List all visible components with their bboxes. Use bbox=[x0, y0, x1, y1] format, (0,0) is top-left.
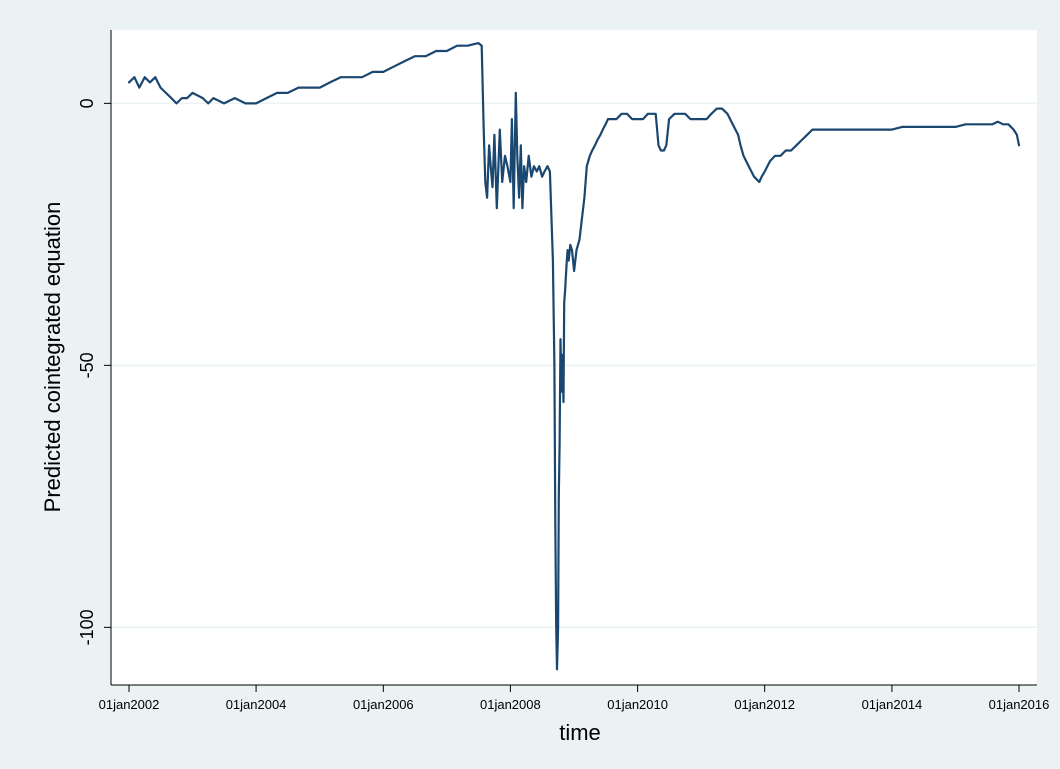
x-tick-label: 01jan2010 bbox=[607, 697, 668, 712]
x-tick-label: 01jan2006 bbox=[353, 697, 414, 712]
grid-lines bbox=[111, 102, 1037, 629]
x-tick-label: 01jan2002 bbox=[99, 697, 160, 712]
x-tick-label: 01jan2004 bbox=[226, 697, 287, 712]
x-tick-label: 01jan2014 bbox=[862, 697, 923, 712]
series-line bbox=[127, 42, 1021, 671]
y-tick-label: -100 bbox=[77, 609, 97, 645]
y-axis-title: Predicted cointegrated equation bbox=[40, 202, 65, 513]
x-axis-title: time bbox=[559, 720, 601, 745]
series-layer bbox=[127, 42, 1021, 671]
y-tick-label: 0 bbox=[77, 98, 97, 108]
x-tick-label: 01jan2016 bbox=[989, 697, 1050, 712]
x-tick-label: 01jan2008 bbox=[480, 697, 541, 712]
axes: 0 -50 -100 01jan2002 01jan2004 01jan2006 01jan… bbox=[77, 30, 1049, 712]
y-tick-label: -50 bbox=[77, 352, 97, 378]
x-tick-label: 01jan2012 bbox=[734, 697, 795, 712]
plot-area bbox=[111, 30, 1037, 685]
